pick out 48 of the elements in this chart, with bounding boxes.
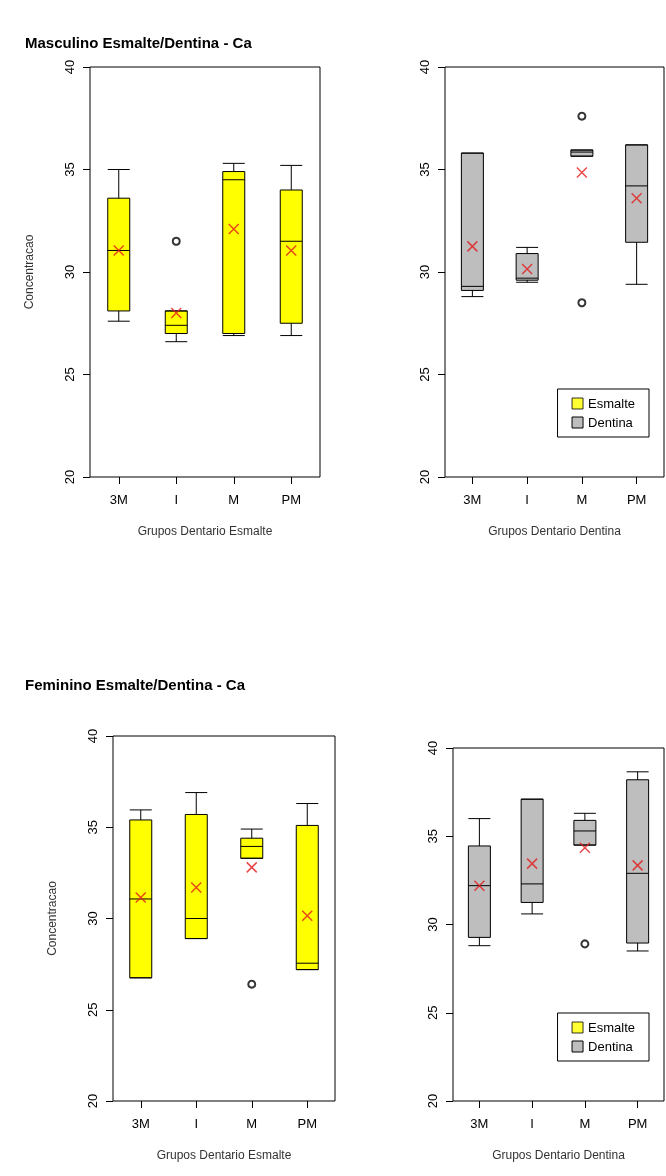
y-axis-title: Concentracao xyxy=(45,880,59,956)
y-tick-label: 20 xyxy=(62,469,77,485)
y-tick-label: 30 xyxy=(425,917,440,932)
y-axis-title: Concentracao xyxy=(22,234,36,310)
legend-label: Dentina xyxy=(588,415,634,430)
x-tick-label: I xyxy=(194,1116,199,1131)
y-tick-label: 25 xyxy=(62,367,77,382)
x-tick-label: M xyxy=(228,492,240,507)
x-tick-label: 3M xyxy=(463,492,482,507)
y-tick-label: 30 xyxy=(85,911,100,926)
y-tick-label: 35 xyxy=(62,162,77,177)
y-tick-label: 25 xyxy=(417,367,432,382)
x-axis-title: Grupos Dentario Esmalte xyxy=(156,1148,292,1162)
y-tick-label: 40 xyxy=(85,728,100,744)
y-tick-label: 30 xyxy=(417,264,432,280)
chart-title: Feminino Esmalte/Dentina - Ca xyxy=(25,676,246,693)
y-tick-label: 40 xyxy=(62,59,77,75)
y-tick-label: 20 xyxy=(417,469,432,485)
y-tick-label: 35 xyxy=(417,162,432,177)
x-axis-title: Grupos Dentario Dentina xyxy=(492,1148,626,1162)
y-tick-label: 20 xyxy=(425,1093,440,1109)
x-tick-label: I xyxy=(174,492,179,507)
x-tick-label: PM xyxy=(626,492,647,507)
x-tick-label: M xyxy=(579,1116,591,1131)
x-tick-label: 3M xyxy=(109,492,128,507)
y-tick-label: 25 xyxy=(85,1002,100,1017)
legend-label: Esmalte xyxy=(588,396,636,411)
y-tick-label: 30 xyxy=(62,264,77,280)
x-tick-label: I xyxy=(530,1116,534,1131)
x-tick-label: I xyxy=(525,492,529,507)
legend-label: Dentina xyxy=(588,1039,634,1054)
y-tick-label: 35 xyxy=(425,829,440,844)
x-tick-label: PM xyxy=(297,1116,317,1131)
x-tick-label: 3M xyxy=(470,1116,489,1131)
x-tick-label: 3M xyxy=(131,1116,150,1131)
legend-label: Esmalte xyxy=(588,1020,636,1035)
x-axis-title: Grupos Dentario Dentina xyxy=(488,524,622,538)
x-tick-label: PM xyxy=(281,492,301,507)
x-tick-label: M xyxy=(246,1116,258,1131)
y-tick-label: 35 xyxy=(85,820,100,835)
x-tick-label: PM xyxy=(627,1116,648,1131)
y-tick-label: 20 xyxy=(85,1093,100,1109)
y-tick-label: 40 xyxy=(425,740,440,756)
x-axis-title: Grupos Dentario Esmalte xyxy=(137,524,273,538)
chart-title: Masculino Esmalte/Dentina - Ca xyxy=(25,34,253,51)
y-tick-label: 40 xyxy=(417,59,432,75)
x-tick-label: M xyxy=(576,492,588,507)
y-tick-label: 25 xyxy=(425,1005,440,1020)
